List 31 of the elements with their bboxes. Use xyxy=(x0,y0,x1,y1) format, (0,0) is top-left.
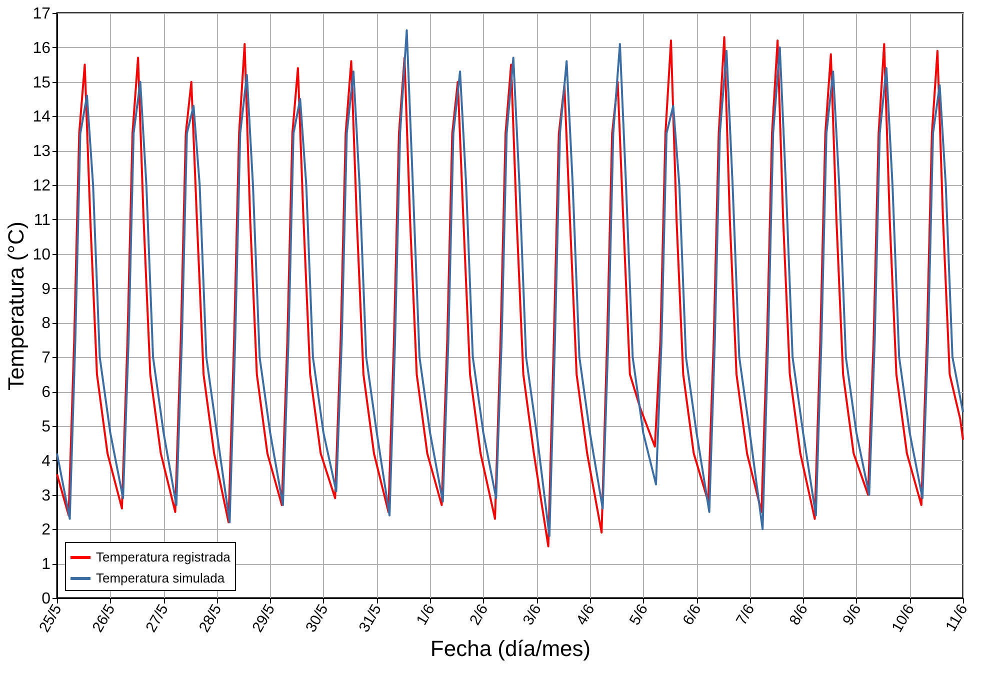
y-tick-label: 2 xyxy=(42,522,51,539)
x-tick-label: 2/6 xyxy=(466,602,492,628)
y-tick-label: 13 xyxy=(32,143,51,160)
y-tick-label: 16 xyxy=(32,40,51,57)
x-tick-label: 7/6 xyxy=(732,602,758,628)
y-tick-label: 7 xyxy=(42,350,51,367)
y-tick-label: 15 xyxy=(32,74,51,92)
y-tick-label: 9 xyxy=(42,280,51,298)
y-tick-label: 14 xyxy=(32,108,51,126)
y-tick-label: 4 xyxy=(42,452,51,470)
y-axis-title: Temperatura (°C) xyxy=(4,222,29,390)
x-tick-label: 6/6 xyxy=(680,602,705,628)
y-tick-label: 1 xyxy=(42,556,51,574)
x-tick-label: 5/6 xyxy=(626,602,652,628)
legend-label: Temperatura registrada xyxy=(96,550,232,564)
y-tick-label: 0 xyxy=(42,590,51,608)
y-tick-label: 11 xyxy=(34,212,51,229)
x-tick-label: 1/6 xyxy=(413,602,438,628)
legend-label: Temperatura simulada xyxy=(96,570,226,586)
y-tick-label: 5 xyxy=(42,418,51,436)
y-tick-label: 17 xyxy=(32,6,51,22)
y-tick-label: 12 xyxy=(32,178,51,195)
x-tick-label: 4/6 xyxy=(573,602,598,628)
x-tick-label: 3/6 xyxy=(520,602,545,628)
x-tick-label: 8/6 xyxy=(786,602,812,628)
x-axis-title: Fecha (día/mes) xyxy=(430,636,591,661)
y-tick-label: 6 xyxy=(42,384,51,402)
y-tick-label: 10 xyxy=(32,246,51,264)
y-tick-label: 3 xyxy=(42,487,51,504)
y-tick-label: 8 xyxy=(42,315,51,332)
x-tick-label: 9/6 xyxy=(840,602,865,628)
